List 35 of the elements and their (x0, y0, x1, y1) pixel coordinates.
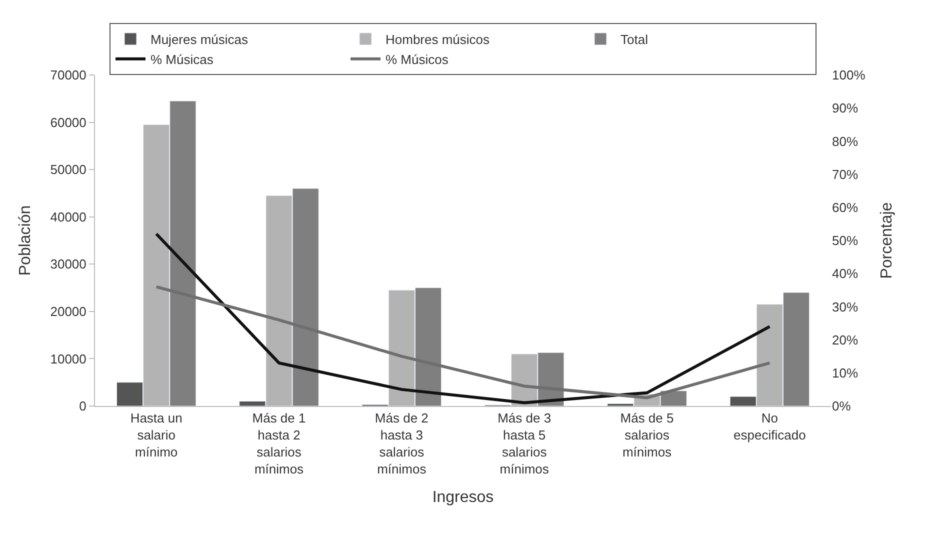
legend-label: Hombres músicos (386, 32, 490, 48)
y2-tick-label: 40% (832, 266, 858, 282)
x-tick-label: No especificado (734, 410, 806, 442)
y2-tick-label: 60% (832, 200, 858, 215)
y2-tick-label: 50% (832, 233, 858, 248)
y-axis-title: Población (17, 205, 34, 276)
x-tick-label: Más de 2 hasta 3 salarios mínimos (374, 410, 428, 476)
legend-label: Total (620, 32, 648, 48)
y-tick-label: 10000 (50, 351, 86, 366)
legend-label: % Músicas (150, 52, 214, 67)
x-axis-title: Ingresos (432, 489, 494, 506)
x-tick-label: Más de 5 salarios mínimos (620, 410, 674, 460)
y2-tick-label: 0% (832, 398, 852, 414)
y2-tick-label: 90% (832, 100, 858, 116)
y-tick-label: 50000 (50, 162, 86, 178)
x-tick-label: Más de 1 hasta 2 salarios mínimos (252, 410, 306, 476)
line-series (154, 285, 772, 400)
y2-tick-label: 100% (832, 68, 866, 83)
legend-label: % Músicos (386, 52, 449, 67)
y2-tick-label: 10% (832, 365, 858, 380)
x-tick-label: Hasta un salario mínimo (130, 410, 182, 460)
line-series (154, 232, 772, 404)
y-tick-label: 70000 (50, 68, 86, 83)
y2-tick-label: 80% (832, 134, 858, 149)
y2-tick-label: 30% (832, 299, 858, 314)
y-tick-label: 0 (79, 398, 86, 414)
x-tick-label: Más de 3 hasta 5 salarios mínimos (498, 410, 552, 476)
y2-axis-title: Porcentaje (878, 202, 896, 279)
y-tick-label: 60000 (50, 114, 86, 130)
y-tick-label: 40000 (50, 209, 86, 224)
legend-label: Mujeres músicas (150, 32, 249, 48)
y-tick-label: 30000 (50, 256, 86, 272)
y-tick-label: 20000 (50, 304, 86, 319)
y2-tick-label: 20% (832, 332, 858, 348)
y2-tick-label: 70% (832, 166, 858, 182)
